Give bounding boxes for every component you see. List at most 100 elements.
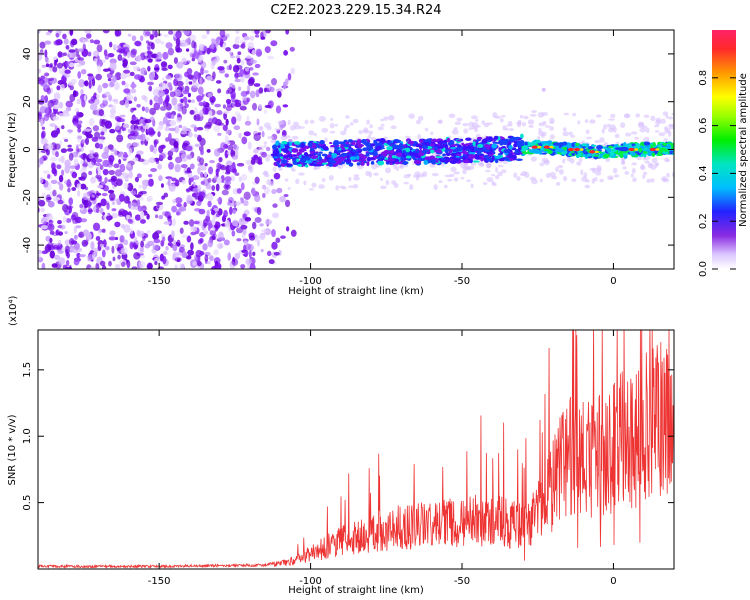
spectrogram-cell [562,127,567,132]
spectrogram-cell [309,162,316,166]
spectrogram-cell [188,219,195,227]
spectrogram-cell [516,122,522,128]
spectrogram-cell [271,188,277,195]
spectrogram-cell [65,107,72,112]
spectrogram-cell [187,249,194,256]
spectrogram-cell [261,151,268,158]
spectrogram-cell [213,124,221,133]
spectrogram-cell [134,40,142,47]
spectrogram-cell [462,168,467,175]
spectrogram-cell [117,153,122,158]
spectrogram-cell [66,148,74,152]
spectrogram-cell [39,176,44,184]
spectrogram-cell [180,163,188,169]
spectrogram-cell [129,228,134,235]
spectrogram-cell [643,152,647,158]
spectrogram-cell [340,149,347,152]
spectrogram-cell [434,146,439,151]
spectrogram-cell [557,164,564,169]
spectrogram-cell [123,88,131,94]
spectrogram-cell [207,92,213,98]
spectrogram-cell [65,259,70,267]
spectrogram-cell [152,244,160,251]
spectrogram-cell [321,178,326,183]
spectrogram-cell [227,252,232,261]
spectrogram-cell [196,260,202,267]
spectrogram-cell [571,178,577,183]
spectrogram-cell [613,144,619,147]
spectrogram-cell [202,100,207,106]
spectrogram-cell [234,78,242,83]
spectrogram-cell [555,181,561,186]
spectrogram-cell [190,231,197,236]
spectrogram-cell [109,58,117,65]
spectrogram-cell [650,115,656,122]
spectrogram-cell [385,179,390,186]
spectrogram-cell [58,101,64,109]
spectrogram-cell [229,51,233,55]
spectrogram-cell [521,170,528,177]
spectrogram-cell [449,139,455,145]
spectrogram-cell [391,155,396,159]
spectrogram-cell [422,145,429,150]
spectrogram-cell [530,156,537,162]
spectrogram-cell [624,113,631,118]
spectrogram-cell [153,95,160,103]
spectrogram-cell [203,45,208,52]
spectrogram-cell [155,86,163,90]
spectrogram-cell [165,123,171,127]
spectrogram-cell [82,38,90,43]
spectrogram-cell [41,192,47,201]
spectrogram-cell [462,150,468,155]
spectrogram-cell [178,124,183,129]
spectrogram-cell [49,62,54,69]
spectrogram-cell [76,133,83,143]
spectrogram-cell [549,121,555,124]
spectrogram-cell [513,143,518,148]
spectrogram-cell [103,49,108,57]
spectrogram-cell [167,155,173,161]
spectrogram-cell [216,242,224,250]
spectrogram-cell [63,138,69,142]
spectrogram-cell [221,189,229,196]
spectrogram-cell [206,75,213,81]
spectrogram-cell [160,183,164,188]
spectrogram-cell [174,73,181,79]
spectrogram-cell [479,162,484,166]
spectrogram-cell [486,156,493,162]
spectrogram-cell [423,160,429,166]
spectrogram-cell [62,204,69,213]
spectrogram-cell [491,155,495,161]
spectrogram-cell [122,153,129,158]
spectrogram-cell [235,64,243,70]
spectrogram-cell [155,214,159,219]
spectrogram-cell [178,246,185,253]
spectrogram-cell [49,156,58,162]
spectrogram-cell [267,136,274,140]
spectrogram-cell [368,130,373,136]
spectrogram-cell [359,158,367,162]
spectrogram-cell [250,57,254,64]
spectrogram-cell [424,127,429,132]
spectrogram-cell [187,92,192,98]
spectrogram-cell [433,184,438,191]
spectrogram-cell [380,123,385,127]
spectrogram-cell [275,88,284,93]
spectrogram-cell [552,142,560,146]
spectrogram-cell [329,117,334,122]
spectrogram-cell [521,121,527,127]
spectrogram-cell [140,67,147,76]
spectrogram-cell [92,252,96,261]
spectrogram-cell [130,83,137,89]
spectrogram-cell [164,211,171,218]
spectrogram-cell [243,240,249,245]
spectrogram-cell [551,175,558,180]
spectrogram-cell [144,119,149,124]
spectrogram-cell [189,163,195,170]
spectrogram-cell [503,156,511,161]
spectrogram-cell [442,153,446,157]
spectrogram-cell [328,163,334,167]
spectrogram-cell [655,162,660,166]
spectrogram-cell [304,119,309,125]
spectrogram-cell [387,114,395,121]
